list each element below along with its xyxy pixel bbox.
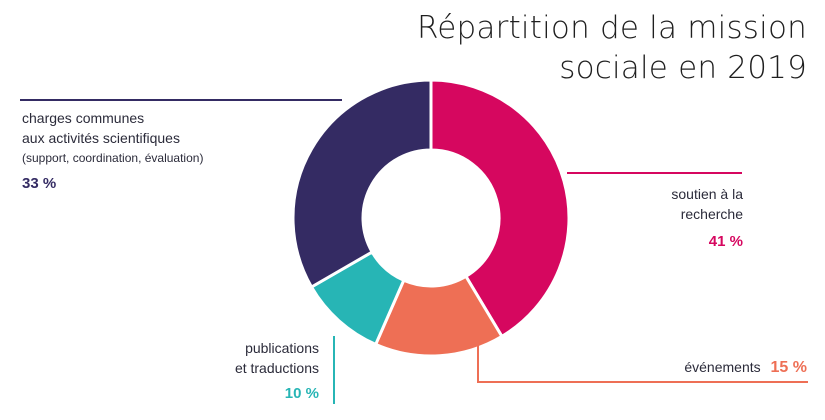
label-evenements-name: événements [684,359,761,375]
label-charges-line-1: charges communes [22,110,145,126]
label-publications-line-2: et traductions [234,360,319,376]
label-publications-pct: 10 % [284,385,319,402]
label-evenements-pct: 15 % [770,359,807,376]
label-soutien-line-2: recherche [680,206,743,222]
leader-line-evenements [477,342,808,383]
label-charges-line-2: aux activités scientifiques [22,130,180,146]
label-evenements: événements 15 % [684,357,807,378]
label-charges-pct: 33 % [22,175,57,192]
label-soutien: soutien à la recherche 41 % [671,184,743,252]
label-publications: publications et traductions 10 % [235,338,319,404]
label-publications-line-1: publications [245,340,319,356]
chart-title-line-2: sociale en 2019 [559,50,807,86]
label-charges-note: (support, coordination, évaluation) [22,151,204,165]
label-soutien-pct: 41 % [708,233,743,250]
label-soutien-line-1: soutien à la [671,186,743,202]
label-charges: charges communes aux activités scientifi… [22,108,203,194]
slice-soutien [429,78,571,339]
chart-title: Répartition de la mission sociale en 201… [417,8,807,88]
slice-charges [291,78,433,290]
chart-title-line-1: Répartition de la mission [416,10,807,46]
